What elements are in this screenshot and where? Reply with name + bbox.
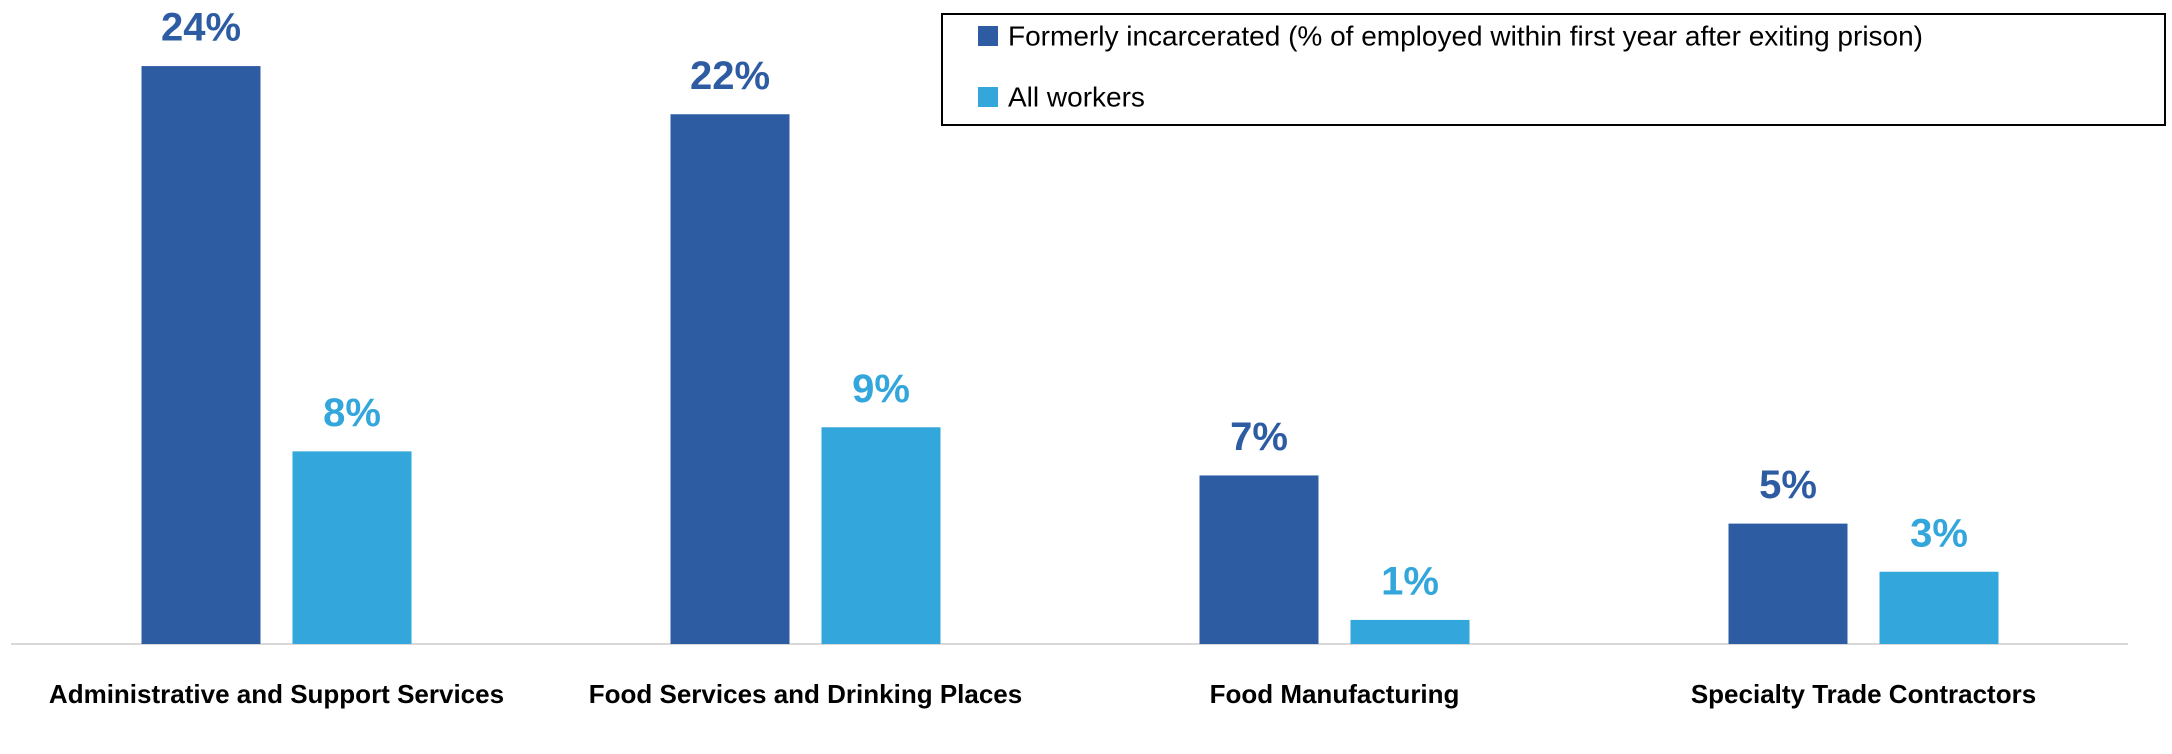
value-label: 22% [690,54,770,98]
legend-swatch [978,87,998,107]
bar [1879,571,1999,644]
value-label: 5% [1759,463,1817,507]
value-label: 1% [1381,559,1439,603]
bar [821,427,941,644]
x-tick-label: Administrative and Support Services [48,679,505,709]
legend-swatch [978,26,998,46]
x-tick-label: Food Manufacturing [1209,679,1460,709]
bar [1728,523,1848,644]
bar [1199,475,1319,644]
x-tick-label: Specialty Trade Contractors [1690,679,2037,709]
bar [1350,619,1470,644]
bar [141,66,261,644]
legend-box [941,13,2166,126]
value-label: 24% [161,6,241,50]
bar [292,451,412,644]
legend-label: All workers [1008,81,1145,112]
value-label: 3% [1910,511,1968,555]
bar [670,114,790,645]
x-tick-label: Food Services and Drinking Places [588,679,1023,709]
value-label: 8% [323,391,381,435]
value-label: 9% [852,367,910,411]
value-label: 7% [1230,415,1288,459]
legend-label: Formerly incarcerated (% of employed wit… [1008,20,1923,51]
